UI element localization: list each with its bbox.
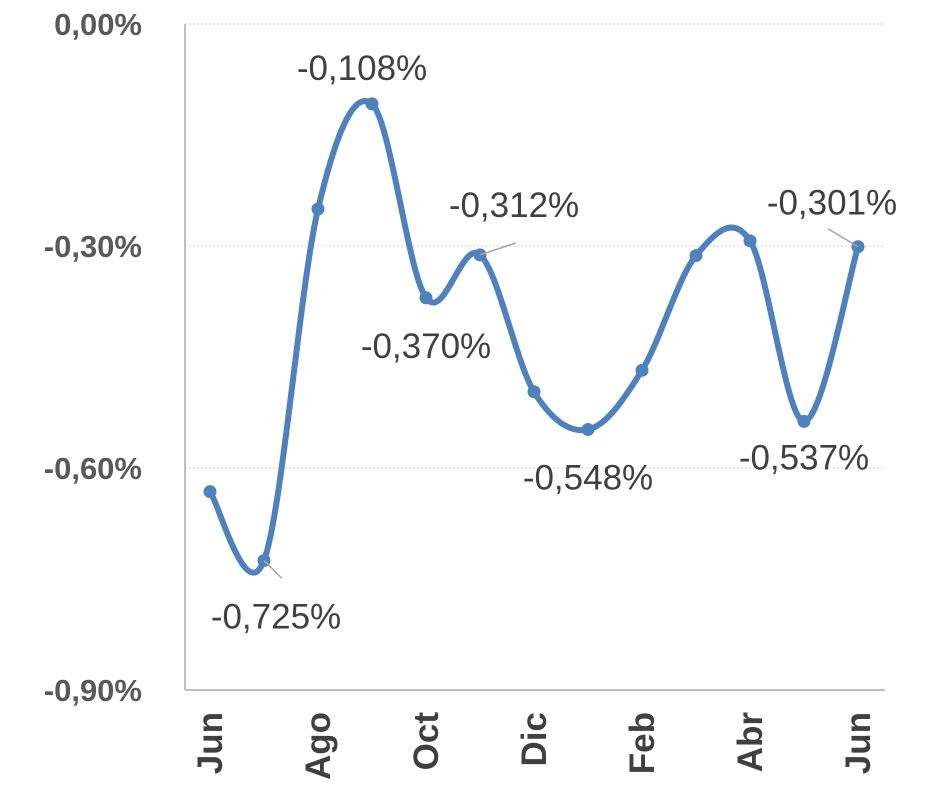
y-tick-label: -0,30% bbox=[44, 229, 142, 264]
series-line bbox=[207, 98, 861, 576]
data-point bbox=[365, 97, 379, 111]
data-label: -0,548% bbox=[523, 459, 653, 498]
y-axis-tick-labels: 0,00% -0,30% -0,60% -0,90% bbox=[44, 7, 142, 708]
data-point bbox=[203, 485, 217, 499]
data-point bbox=[797, 414, 811, 428]
data-point bbox=[311, 202, 325, 216]
label-leader-line bbox=[263, 559, 283, 580]
data-label: -0,370% bbox=[361, 327, 491, 366]
x-tick-label: Ago bbox=[299, 712, 338, 780]
data-point bbox=[581, 423, 595, 437]
data-labels: -0,725% -0,108% -0,370% -0,312% -0,548% -0,53… bbox=[211, 49, 897, 637]
x-tick-label: Jun bbox=[839, 712, 878, 774]
x-tick-label: Oct bbox=[407, 712, 446, 771]
y-tick-label: -0,60% bbox=[44, 451, 142, 486]
y-tick-label: -0,90% bbox=[44, 673, 142, 708]
data-label: -0,537% bbox=[739, 438, 869, 477]
series-group bbox=[203, 97, 865, 576]
data-label: -0,108% bbox=[297, 49, 427, 88]
axes bbox=[184, 24, 885, 691]
data-point bbox=[689, 249, 703, 263]
data-label: -0,301% bbox=[767, 184, 897, 223]
x-tick-label: Dic bbox=[515, 712, 554, 766]
data-label: -0,725% bbox=[211, 598, 341, 637]
x-tick-label: Abr bbox=[731, 712, 770, 773]
data-point bbox=[527, 385, 541, 399]
data-point bbox=[743, 234, 757, 248]
data-point bbox=[419, 291, 433, 305]
y-tick-label: 0,00% bbox=[54, 7, 142, 42]
x-axis-tick-labels: Jun Ago Oct Dic Feb Abr Jun bbox=[191, 712, 878, 780]
label-leader-line bbox=[479, 242, 517, 256]
x-tick-label: Feb bbox=[623, 712, 662, 774]
x-tick-label: Jun bbox=[191, 712, 230, 774]
gridlines bbox=[185, 23, 885, 469]
label-leader-line bbox=[827, 228, 859, 248]
data-label: -0,312% bbox=[449, 186, 579, 225]
data-point bbox=[635, 363, 649, 377]
